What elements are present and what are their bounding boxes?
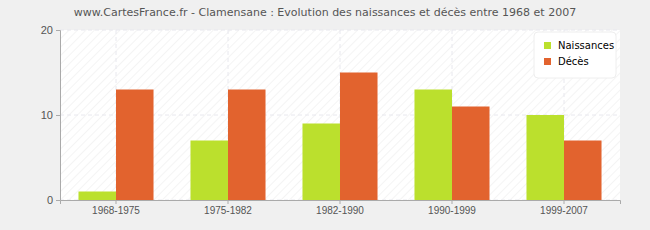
x-tick-label: 1982-1990 bbox=[316, 205, 364, 216]
y-axis: 0 10 20 bbox=[41, 24, 61, 206]
legend-item: Décès bbox=[544, 56, 589, 67]
bar bbox=[340, 73, 378, 201]
bar bbox=[564, 141, 602, 201]
x-tick: 1990-1999 bbox=[428, 200, 476, 216]
y-axis-line bbox=[56, 31, 61, 201]
series bbox=[116, 73, 602, 201]
bar bbox=[302, 124, 340, 201]
y-tick: 20 bbox=[41, 24, 60, 36]
y-tick-mark bbox=[56, 30, 60, 31]
x-tick-label: 1990-1999 bbox=[428, 205, 476, 216]
legend: Naissances Décès bbox=[534, 32, 616, 78]
x-tick: 1999-2007 bbox=[540, 200, 588, 216]
chart: www.CartesFrance.fr - Clamensane : Evolu… bbox=[0, 0, 650, 230]
bar bbox=[78, 192, 116, 201]
title: www.CartesFrance.fr - Clamensane : Evolu… bbox=[74, 6, 576, 19]
plot-background bbox=[60, 30, 620, 200]
y-tick-label: 10 bbox=[41, 109, 53, 121]
bar bbox=[526, 115, 564, 200]
legend-swatch bbox=[544, 42, 551, 49]
x-tick-mark bbox=[228, 200, 229, 204]
legend-label: Décès bbox=[558, 56, 589, 67]
bar bbox=[190, 141, 228, 201]
x-tick-label: 1999-2007 bbox=[540, 205, 588, 216]
legend-item: Naissances bbox=[544, 40, 614, 51]
y-tick-mark bbox=[56, 200, 60, 201]
bar bbox=[452, 107, 490, 201]
x-tick: 1968-1975 bbox=[92, 200, 140, 216]
x-tick-label: 1975-1982 bbox=[204, 205, 252, 216]
bar bbox=[228, 90, 266, 201]
x-tick-mark bbox=[564, 200, 565, 204]
legend-label: Naissances bbox=[558, 40, 614, 51]
bar bbox=[116, 90, 154, 201]
x-tick-mark bbox=[340, 200, 341, 204]
x-tick-label: 1968-1975 bbox=[92, 205, 140, 216]
x-tick-mark bbox=[452, 200, 453, 204]
y-tick-mark bbox=[56, 115, 60, 116]
x-axis: 1968-1975 1975-1982 1982-1990 1990-1999 1999… bbox=[61, 200, 621, 216]
x-axis-line bbox=[61, 201, 621, 205]
plot: 0 10 20 1968-1975 1975-1982 1982-1990 1990-199… bbox=[41, 24, 621, 216]
series bbox=[78, 90, 564, 201]
grid bbox=[60, 30, 620, 200]
bars bbox=[78, 73, 601, 201]
x-tick: 1975-1982 bbox=[204, 200, 252, 216]
y-tick: 0 bbox=[47, 194, 60, 206]
legend-swatch bbox=[544, 58, 551, 65]
y-tick: 10 bbox=[41, 109, 60, 121]
y-tick-label: 20 bbox=[41, 24, 53, 36]
x-tick-mark bbox=[116, 200, 117, 204]
y-tick-label: 0 bbox=[47, 194, 53, 206]
bar bbox=[414, 90, 452, 201]
legend-box bbox=[534, 32, 616, 78]
x-tick: 1982-1990 bbox=[316, 200, 364, 216]
grid-x bbox=[116, 30, 564, 200]
